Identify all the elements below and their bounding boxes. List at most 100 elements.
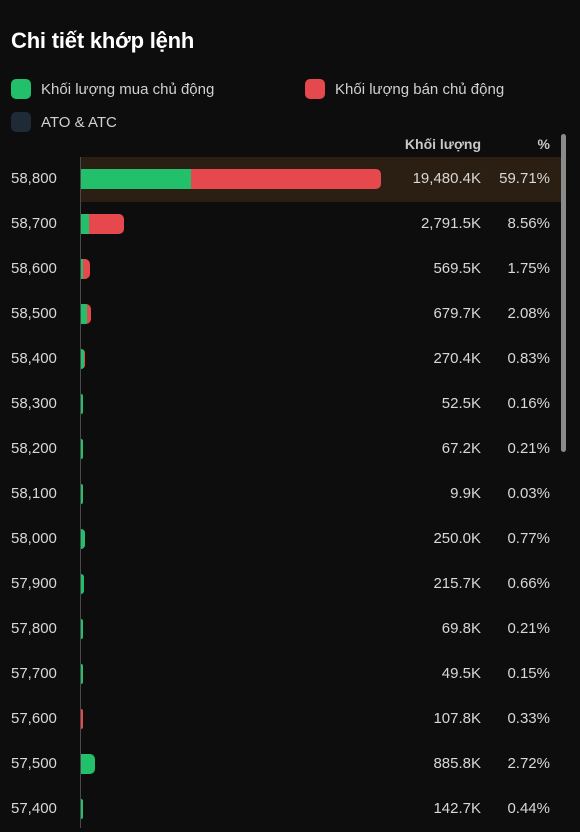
volume-bar bbox=[81, 214, 124, 234]
table-row[interactable]: 58,600 569.5K 1.75% bbox=[0, 247, 580, 292]
percent-value: 0.03% bbox=[507, 485, 550, 502]
sell-bar-segment bbox=[190, 169, 381, 189]
price-label: 58,500 bbox=[11, 305, 57, 322]
legend-sell: Khối lượng bán chủ động bbox=[305, 79, 504, 99]
legend-buy-label: Khối lượng mua chủ động bbox=[41, 80, 215, 98]
legend-ato-atc: ATO & ATC bbox=[11, 112, 117, 132]
price-label: 58,000 bbox=[11, 530, 57, 547]
percent-value: 0.66% bbox=[507, 575, 550, 592]
percent-value: 2.08% bbox=[507, 305, 550, 322]
volume-bar bbox=[81, 169, 381, 189]
percent-value: 0.15% bbox=[507, 665, 550, 682]
buy-bar-segment bbox=[81, 664, 83, 684]
volume-value: 67.2K bbox=[441, 440, 481, 457]
volume-bar bbox=[81, 754, 95, 774]
column-header-volume: Khối lượng bbox=[404, 136, 481, 152]
percent-value: 0.16% bbox=[507, 395, 550, 412]
price-label: 58,600 bbox=[11, 260, 57, 277]
percent-value: 0.44% bbox=[507, 800, 550, 817]
buy-bar-segment bbox=[81, 799, 83, 819]
table-row[interactable]: 57,600 107.8K 0.33% bbox=[0, 697, 580, 742]
table-row[interactable]: 57,400 142.7K 0.44% bbox=[0, 787, 580, 832]
buy-bar-segment bbox=[81, 169, 191, 189]
table-row[interactable]: 58,800 19,480.4K 59.71% bbox=[0, 157, 580, 202]
table-row[interactable]: 58,500 679.7K 2.08% bbox=[0, 292, 580, 337]
page-title: Chi tiết khớp lệnh bbox=[11, 28, 195, 53]
percent-value: 1.75% bbox=[507, 260, 550, 277]
volume-value: 52.5K bbox=[441, 395, 481, 412]
legend-buy: Khối lượng mua chủ động bbox=[11, 79, 214, 99]
volume-value: 215.7K bbox=[433, 575, 481, 592]
price-label: 58,400 bbox=[11, 350, 57, 367]
legend-sell-label: Khối lượng bán chủ động bbox=[335, 80, 505, 98]
sell-swatch-icon bbox=[305, 79, 325, 99]
volume-bar bbox=[81, 349, 85, 369]
price-label: 57,700 bbox=[11, 665, 57, 682]
volume-value: 250.0K bbox=[433, 530, 481, 547]
table-row[interactable]: 58,200 67.2K 0.21% bbox=[0, 427, 580, 472]
volume-bar bbox=[81, 799, 83, 819]
buy-bar-segment bbox=[81, 214, 89, 234]
legend-ato-atc-label: ATO & ATC bbox=[41, 113, 117, 131]
volume-value: 569.5K bbox=[433, 260, 481, 277]
price-label: 57,900 bbox=[11, 575, 57, 592]
volume-value: 49.5K bbox=[441, 665, 481, 682]
volume-bar bbox=[81, 439, 83, 459]
buy-bar-segment bbox=[81, 619, 83, 639]
percent-value: 8.56% bbox=[507, 215, 550, 232]
percent-value: 0.21% bbox=[507, 620, 550, 637]
price-label: 57,800 bbox=[11, 620, 57, 637]
price-label: 58,200 bbox=[11, 440, 57, 457]
buy-bar-segment bbox=[81, 349, 85, 369]
table-row[interactable]: 58,300 52.5K 0.16% bbox=[0, 382, 580, 427]
table-row[interactable]: 57,500 885.8K 2.72% bbox=[0, 742, 580, 787]
sell-bar-segment bbox=[84, 349, 85, 369]
price-label: 58,300 bbox=[11, 395, 57, 412]
price-label: 58,700 bbox=[11, 215, 57, 232]
table-row[interactable]: 58,000 250.0K 0.77% bbox=[0, 517, 580, 562]
price-label: 58,100 bbox=[11, 485, 57, 502]
percent-value: 0.77% bbox=[507, 530, 550, 547]
price-label: 57,600 bbox=[11, 710, 57, 727]
volume-bar bbox=[81, 304, 91, 324]
table-row[interactable]: 58,400 270.4K 0.83% bbox=[0, 337, 580, 382]
price-label: 57,400 bbox=[11, 800, 57, 817]
volume-bar bbox=[81, 619, 83, 639]
ato-atc-swatch-icon bbox=[11, 112, 31, 132]
table-row[interactable]: 58,100 9.9K 0.03% bbox=[0, 472, 580, 517]
volume-bar bbox=[81, 394, 83, 414]
axis-line bbox=[80, 157, 81, 828]
volume-value: 270.4K bbox=[433, 350, 481, 367]
volume-value: 69.8K bbox=[441, 620, 481, 637]
buy-bar-segment bbox=[81, 304, 87, 324]
buy-bar-segment bbox=[81, 394, 83, 414]
vertical-scrollbar[interactable] bbox=[561, 134, 566, 452]
table-row[interactable]: 57,700 49.5K 0.15% bbox=[0, 652, 580, 697]
buy-bar-segment bbox=[81, 574, 84, 594]
volume-bar bbox=[81, 259, 90, 279]
sell-bar-segment bbox=[82, 259, 90, 279]
volume-value: 679.7K bbox=[433, 305, 481, 322]
volume-bar bbox=[81, 709, 83, 729]
table-row[interactable]: 57,800 69.8K 0.21% bbox=[0, 607, 580, 652]
percent-value: 0.21% bbox=[507, 440, 550, 457]
column-header-percent: % bbox=[537, 136, 550, 152]
percent-value: 0.83% bbox=[507, 350, 550, 367]
sell-bar-segment bbox=[88, 214, 124, 234]
volume-bar bbox=[81, 529, 85, 549]
table-row[interactable]: 57,900 215.7K 0.66% bbox=[0, 562, 580, 607]
volume-value: 9.9K bbox=[450, 485, 481, 502]
price-label: 57,500 bbox=[11, 755, 57, 772]
sell-bar-segment bbox=[87, 304, 91, 324]
volume-value: 107.8K bbox=[433, 710, 481, 727]
volume-value: 885.8K bbox=[433, 755, 481, 772]
buy-swatch-icon bbox=[11, 79, 31, 99]
price-label: 58,800 bbox=[11, 170, 57, 187]
buy-bar-segment bbox=[81, 754, 95, 774]
buy-bar-segment bbox=[81, 439, 83, 459]
percent-value: 2.72% bbox=[507, 755, 550, 772]
table-row[interactable]: 58,700 2,791.5K 8.56% bbox=[0, 202, 580, 247]
sell-bar-segment bbox=[81, 709, 83, 729]
percent-value: 59.71% bbox=[499, 170, 550, 187]
buy-bar-segment bbox=[81, 529, 85, 549]
